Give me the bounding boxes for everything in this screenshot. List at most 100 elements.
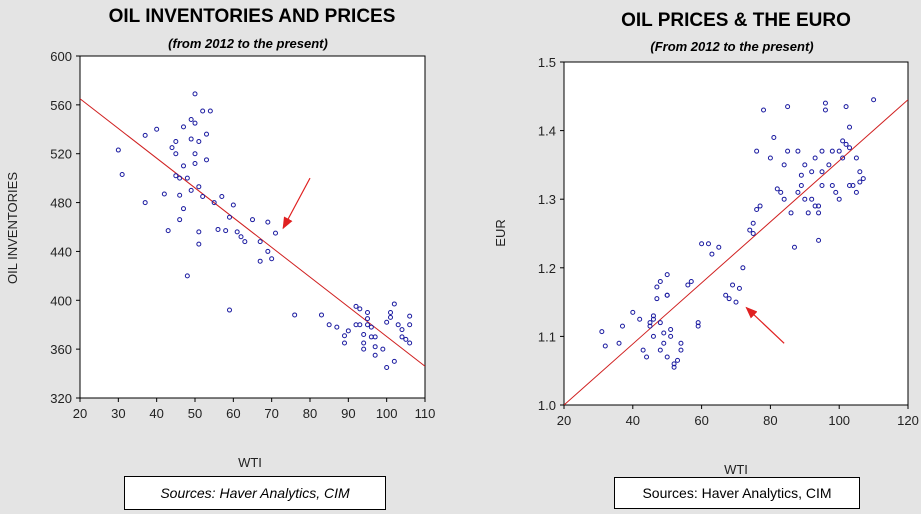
- chart-oil-euro: OIL PRICES & THE EURO (From 2012 to the …: [460, 0, 921, 514]
- data-point: [678, 340, 684, 346]
- data-point: [257, 258, 263, 264]
- data-point: [688, 279, 694, 285]
- data-point: [847, 124, 853, 130]
- data-point: [726, 296, 732, 302]
- data-point: [829, 148, 835, 154]
- data-point: [723, 292, 729, 298]
- y-tick-label: 400: [50, 293, 72, 308]
- data-point: [384, 364, 390, 370]
- data-point: [860, 176, 866, 182]
- data-point: [668, 333, 674, 339]
- data-point: [345, 328, 351, 334]
- data-point: [173, 151, 179, 157]
- data-point: [173, 173, 179, 179]
- data-point: [257, 239, 263, 245]
- annotation-arrow: [282, 177, 311, 230]
- x-tick-label: 40: [149, 406, 163, 421]
- data-point: [853, 155, 859, 161]
- data-point: [403, 336, 409, 342]
- data-point: [650, 316, 656, 322]
- trend-line: [564, 99, 908, 405]
- y-tick-label: 440: [50, 244, 72, 259]
- chart-subtitle: (from 2012 to the present): [168, 36, 328, 51]
- data-point: [661, 340, 667, 346]
- data-point: [142, 132, 148, 138]
- data-point: [399, 327, 405, 333]
- data-point: [407, 322, 413, 328]
- data-point: [357, 306, 363, 312]
- data-point: [822, 107, 828, 113]
- data-point: [177, 175, 183, 181]
- data-point: [678, 347, 684, 353]
- data-point: [342, 333, 347, 339]
- data-point: [829, 182, 835, 188]
- data-point: [819, 148, 825, 154]
- x-tick-label: 50: [188, 406, 202, 421]
- data-point: [771, 134, 777, 140]
- data-point: [188, 187, 194, 193]
- data-point: [326, 322, 332, 328]
- data-point: [661, 330, 667, 336]
- data-point: [812, 203, 818, 209]
- data-point: [399, 334, 405, 340]
- data-point: [265, 248, 271, 254]
- data-point: [372, 344, 378, 350]
- data-point: [699, 241, 705, 247]
- data-point: [650, 333, 656, 339]
- data-point: [730, 282, 736, 288]
- data-point: [761, 107, 767, 113]
- data-point: [816, 237, 822, 243]
- y-tick-label: 360: [50, 342, 72, 357]
- data-point: [802, 162, 808, 168]
- data-point: [833, 189, 839, 195]
- x-tick-label: 90: [341, 406, 355, 421]
- data-point: [836, 148, 842, 154]
- data-point: [819, 169, 825, 175]
- data-point: [154, 126, 160, 132]
- data-point: [196, 229, 202, 235]
- data-point: [188, 136, 194, 142]
- data-point: [161, 191, 167, 197]
- data-point: [664, 292, 670, 298]
- data-point: [650, 313, 656, 319]
- data-point: [809, 196, 815, 202]
- plot-area: 20 30 40 50 60 70 80 90 100 110 320 360 400 440 480 520…: [50, 49, 435, 421]
- data-point: [181, 163, 186, 169]
- data-point: [709, 251, 715, 257]
- data-point: [292, 312, 298, 318]
- data-point: [637, 316, 643, 322]
- data-point: [850, 182, 856, 188]
- chart-title: OIL INVENTORIES AND PRICES: [109, 6, 396, 27]
- data-point: [192, 120, 198, 126]
- data-point: [664, 272, 670, 278]
- data-point: [192, 91, 198, 97]
- data-point: [840, 138, 846, 144]
- x-tick-label: 80: [763, 413, 777, 428]
- data-point: [142, 200, 148, 206]
- y-axis-label: EUR: [493, 219, 508, 246]
- data-point: [234, 229, 240, 235]
- data-point: [227, 307, 232, 313]
- data-point: [816, 203, 822, 209]
- data-point: [754, 148, 760, 154]
- x-axis-label: WTI: [724, 462, 748, 477]
- chart-subtitle: (From 2012 to the present): [650, 39, 813, 54]
- data-point: [372, 352, 378, 358]
- plot-area: 20 40 60 80 100 120 1.0 1.1 1.2 1.3 1.4 1.5: [538, 55, 919, 428]
- y-tick-label: 480: [50, 196, 72, 211]
- data-point: [675, 357, 681, 363]
- data-point: [273, 230, 278, 236]
- data-point: [657, 347, 663, 353]
- x-tick-label: 20: [73, 406, 87, 421]
- data-point: [685, 282, 691, 288]
- data-point: [219, 193, 225, 199]
- data-point: [196, 184, 202, 190]
- data-point: [705, 241, 711, 247]
- data-point: [269, 256, 275, 262]
- data-point: [372, 334, 378, 340]
- data-point: [207, 108, 213, 114]
- data-point: [319, 312, 324, 318]
- data-point: [798, 182, 804, 188]
- data-point: [169, 145, 175, 151]
- y-tick-label: 1.1: [538, 329, 556, 344]
